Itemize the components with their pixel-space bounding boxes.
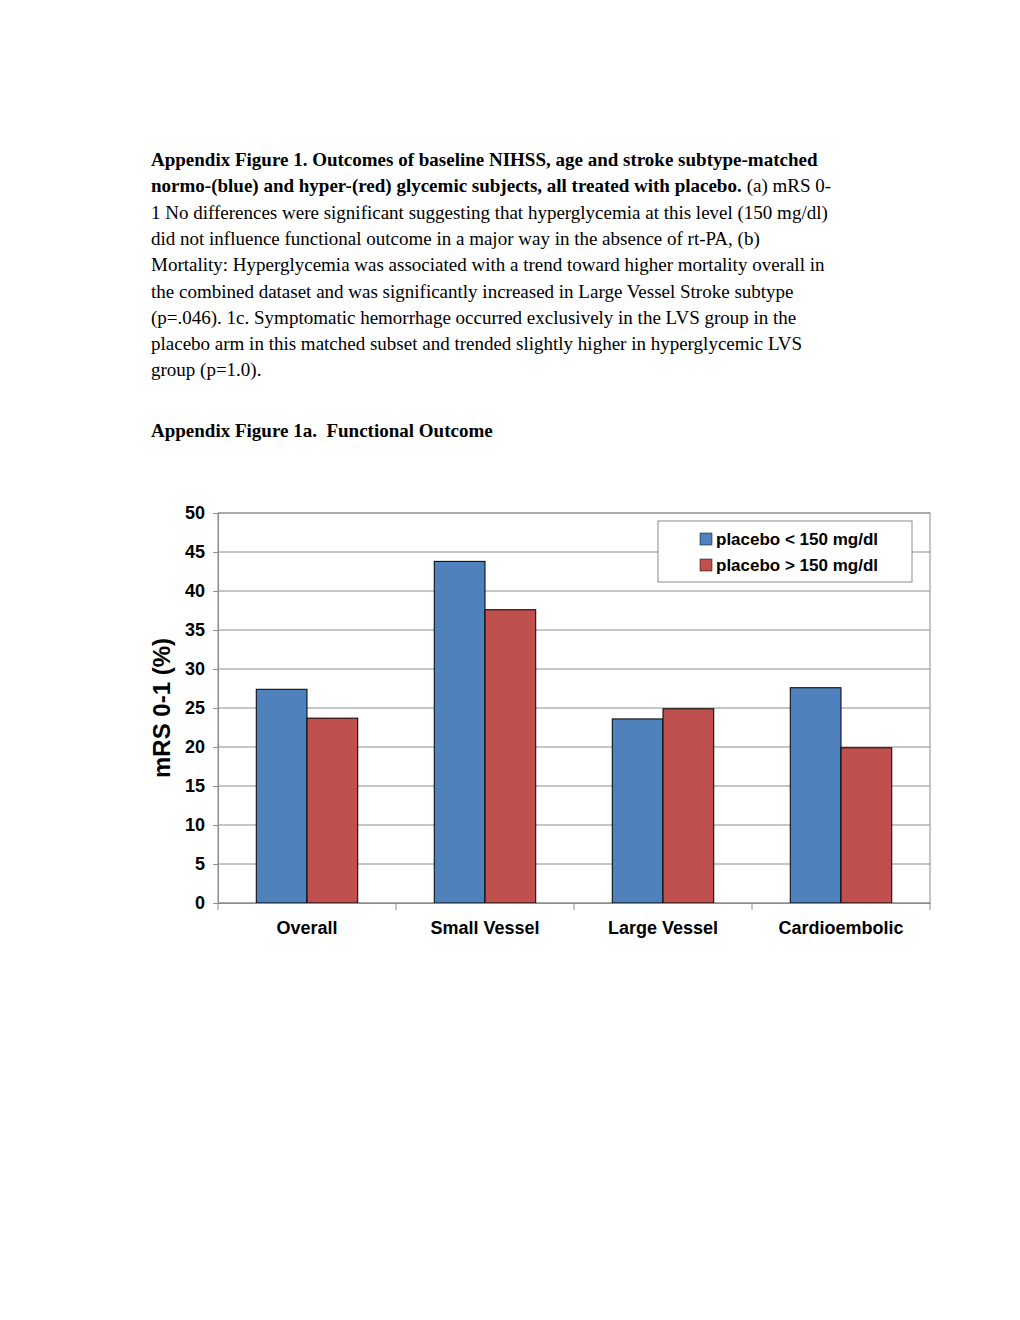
y-tick: 20 — [185, 737, 218, 757]
y-tick-mark — [213, 903, 218, 904]
y-tick-label: 10 — [185, 815, 205, 835]
grid-line — [218, 669, 930, 670]
figure-heading: Appendix Figure 1a. Functional Outcome — [151, 420, 493, 441]
y-axis-line — [213, 514, 219, 904]
y-tick-label: 25 — [185, 698, 205, 718]
y-axis-title: mRS 0-1 (%) — [148, 638, 175, 778]
legend-label: placebo > 150 mg/dl — [716, 556, 878, 575]
y-tick-mark — [213, 864, 218, 865]
y-tick-mark — [213, 786, 218, 787]
grid-line — [218, 630, 930, 631]
bar — [485, 610, 536, 903]
chart: 0 5 10 15 20 25 30 35 40 45 50 Overall Small Vessel L… — [148, 503, 931, 938]
caption-line: normo-(blue) and hyper-(red) glycemic su… — [151, 175, 831, 197]
x-tick-label: Cardioembolic — [778, 918, 903, 938]
x-tick-label: Overall — [276, 918, 337, 938]
caption-body: 1 No differences were significant sugges… — [151, 202, 828, 224]
x-tick: Cardioembolic — [778, 903, 903, 938]
caption-line: Appendix Figure 1. Outcomes of baseline … — [151, 149, 818, 170]
legend-swatch — [700, 533, 712, 545]
legend: placebo < 150 mg/dl placebo > 150 mg/dl — [658, 521, 912, 582]
y-tick: 15 — [185, 776, 218, 796]
bar — [434, 561, 485, 903]
category-dividers — [218, 903, 930, 910]
legend-swatch — [700, 559, 712, 571]
y-tick: 25 — [185, 698, 218, 718]
y-tick-mark — [213, 513, 218, 514]
grid-line — [218, 591, 930, 592]
x-tick: Small Vessel — [430, 903, 539, 938]
page: Appendix Figure 1. Outcomes of baseline … — [0, 0, 1020, 1320]
category-divider — [574, 903, 575, 910]
y-tick: 5 — [195, 854, 218, 874]
y-tick-mark — [213, 747, 218, 748]
y-tick: 40 — [185, 581, 218, 601]
y-tick-label: 15 — [185, 776, 205, 796]
y-tick: 35 — [185, 620, 218, 640]
caption-body: (a) mRS 0- — [747, 175, 831, 197]
caption-body: group (p=1.0). — [151, 359, 261, 381]
y-tick-mark — [213, 825, 218, 826]
bar — [307, 718, 358, 903]
caption-body: Mortality: Hyperglycemia was associated … — [151, 254, 825, 275]
caption-body: (p=.046). 1c. Symptomatic hemorrhage occ… — [151, 307, 796, 329]
caption-body: the combined dataset and was significant… — [151, 281, 793, 302]
y-tick-mark — [213, 552, 218, 553]
y-tick: 30 — [185, 659, 218, 679]
y-tick-mark — [213, 669, 218, 670]
y-tick-label: 0 — [195, 893, 205, 913]
grid — [218, 513, 930, 903]
y-axis: 0 5 10 15 20 25 30 35 40 45 50 — [185, 503, 219, 913]
caption-body: did not influence functional outcome in … — [151, 228, 760, 250]
bar — [841, 748, 892, 903]
y-tick: 0 — [195, 893, 218, 913]
bar — [790, 688, 841, 903]
caption-title: normo-(blue) and hyper-(red) glycemic su… — [151, 175, 742, 197]
y-tick-label: 5 — [195, 854, 205, 874]
caption-title: Appendix Figure 1. Outcomes of baseline … — [151, 149, 818, 170]
x-tick-label: Small Vessel — [430, 918, 539, 938]
caption: Appendix Figure 1. Outcomes of baseline … — [151, 149, 831, 381]
y-tick-label: 35 — [185, 620, 205, 640]
y-tick-mark — [213, 591, 218, 592]
bar — [256, 689, 307, 903]
legend-box — [658, 521, 912, 582]
y-tick: 10 — [185, 815, 218, 835]
bar — [663, 709, 714, 903]
y-tick: 50 — [185, 503, 218, 523]
category-divider — [752, 903, 753, 910]
x-tick: Overall — [276, 903, 337, 938]
bar — [612, 719, 663, 903]
bars — [256, 561, 891, 903]
y-tick-label: 40 — [185, 581, 205, 601]
legend-label: placebo < 150 mg/dl — [716, 530, 878, 549]
category-divider — [218, 903, 219, 910]
x-tick-label: Large Vessel — [608, 918, 718, 938]
y-tick-label: 45 — [185, 542, 205, 562]
x-tick: Large Vessel — [608, 903, 718, 938]
x-axis: Overall Small Vessel Large Vessel Cardioemb… — [219, 903, 931, 938]
category-divider — [396, 903, 397, 910]
y-tick-label: 50 — [185, 503, 205, 523]
caption-body: placebo arm in this matched subset and t… — [151, 333, 802, 354]
category-divider — [930, 903, 931, 910]
y-tick-label: 20 — [185, 737, 205, 757]
y-tick-label: 30 — [185, 659, 205, 679]
y-tick: 45 — [185, 542, 218, 562]
y-tick-mark — [213, 630, 218, 631]
plot-frame — [218, 513, 930, 903]
y-tick-mark — [213, 708, 218, 709]
